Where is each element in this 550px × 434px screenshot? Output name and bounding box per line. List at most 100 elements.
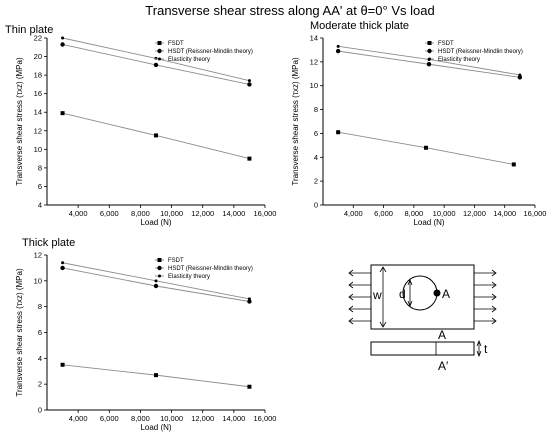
- y-tick-label: 18: [34, 71, 42, 80]
- width-dimension: [379, 266, 387, 328]
- data-point: [154, 279, 158, 283]
- y-tick-label: 10: [310, 81, 318, 90]
- data-point: [154, 373, 158, 378]
- x-tick-label: 8,000: [131, 209, 150, 218]
- data-point: [247, 297, 251, 301]
- x-tick-label: 14,000: [222, 209, 245, 218]
- chart-title: Moderate thick plate: [310, 20, 409, 32]
- y-tick-label: 4: [38, 201, 42, 210]
- chart-title: Thin plate: [5, 24, 53, 36]
- data-point: [60, 111, 65, 116]
- y-tick-label: 6: [314, 129, 318, 138]
- x-tick-label: 8,000: [131, 414, 150, 423]
- x-tick-label: 16,000: [254, 209, 277, 218]
- data-point: [518, 73, 522, 77]
- series-square: [336, 130, 516, 167]
- figure-title: Transverse shear stress along AA' at θ=0…: [145, 3, 434, 18]
- section-bottom-label: A′: [438, 359, 449, 373]
- y-tick-label: 8: [38, 163, 42, 172]
- x-tick-label: 6,000: [374, 209, 393, 218]
- x-tick-label: 4,000: [69, 209, 88, 218]
- legend-item: HSDT (Reissner-Mindlin theory): [155, 265, 253, 272]
- data-point: [247, 384, 252, 389]
- series-circle: [335, 48, 523, 80]
- plate-diagram: w d A A A′ t: [348, 264, 497, 373]
- data-point: [157, 48, 162, 54]
- width-label: w: [372, 288, 382, 302]
- legend-item: Elasticity theory: [155, 57, 210, 63]
- x-tick-label: 14,000: [493, 209, 516, 218]
- x-tick-label: 10,000: [433, 209, 456, 218]
- data-point: [427, 41, 432, 45]
- data-point: [158, 274, 161, 278]
- hole: [402, 275, 438, 311]
- legend-label: HSDT (Reissner-Mindlin theory): [438, 49, 523, 55]
- y-tick-label: 16: [34, 89, 42, 98]
- y-tick-label: 4: [38, 354, 42, 363]
- legend-item: HSDT (Reissner-Mindlin theory): [425, 48, 523, 55]
- data-point: [154, 56, 158, 60]
- y-tick-label: 22: [34, 34, 42, 43]
- x-tick-label: 10,000: [160, 414, 183, 423]
- load-arrows-right: [474, 269, 497, 325]
- y-tick-label: 2: [314, 177, 318, 186]
- y-tick-label: 20: [34, 52, 42, 61]
- x-tick-label: 6,000: [100, 209, 119, 218]
- y-tick-label: 12: [310, 57, 318, 66]
- x-tick-label: 16,000: [254, 414, 277, 423]
- data-point: [247, 156, 252, 161]
- series-circle: [60, 265, 252, 304]
- x-tick-label: 8,000: [404, 209, 423, 218]
- load-arrows-left: [348, 269, 371, 325]
- y-tick-label: 0: [314, 201, 318, 210]
- data-point: [153, 283, 159, 289]
- x-tick-label: 4,000: [344, 209, 363, 218]
- legend-label: FSDT: [438, 41, 454, 47]
- data-point: [335, 48, 341, 54]
- data-point: [247, 79, 251, 83]
- y-tick-label: 4: [314, 153, 318, 162]
- legend-item: Elasticity theory: [155, 274, 210, 280]
- data-point: [61, 36, 65, 40]
- x-tick-label: 4,000: [69, 414, 88, 423]
- diameter-label: d: [399, 287, 406, 301]
- chart-title: Thick plate: [22, 237, 75, 249]
- x-tick-label: 10,000: [160, 209, 183, 218]
- thickness-dimension: [476, 339, 482, 358]
- chart-moderate-thick-plate: Moderate thick plate 4,000 6,000 8,000 10,00…: [291, 20, 546, 227]
- y-tick-label: 10: [34, 145, 42, 154]
- y-axis-label: Transverse shear stress (τxz) (MPa): [15, 268, 24, 397]
- legend-item: HSDT (Reissner-Mindlin theory): [155, 48, 253, 55]
- data-point: [158, 57, 161, 61]
- y-tick-label: 0: [38, 406, 42, 415]
- data-point: [60, 362, 65, 367]
- y-tick-label: 6: [38, 182, 42, 191]
- x-tick-label: 16,000: [524, 209, 547, 218]
- data-point: [157, 258, 162, 262]
- legend-label: HSDT (Reissner-Mindlin theory): [168, 266, 253, 272]
- legend-item: FSDT: [155, 258, 184, 264]
- y-tick-label: 12: [34, 126, 42, 135]
- series-square: [60, 362, 252, 389]
- y-tick-label: 12: [34, 251, 42, 260]
- y-tick-label: 8: [314, 105, 318, 114]
- series-circle: [60, 42, 252, 87]
- y-tick-label: 2: [38, 380, 42, 389]
- legend-item: FSDT: [155, 41, 184, 47]
- data-point: [426, 62, 432, 67]
- legend-label: Elasticity theory: [438, 57, 480, 63]
- data-point: [423, 145, 428, 150]
- series-square: [60, 111, 252, 161]
- y-tick-label: 6: [38, 328, 42, 337]
- legend-item: FSDT: [425, 41, 454, 47]
- data-point: [336, 44, 340, 48]
- point-a-marker: [433, 289, 441, 297]
- x-tick-label: 6,000: [100, 414, 119, 423]
- y-tick-label: 14: [34, 108, 42, 117]
- y-tick-label: 14: [310, 34, 318, 43]
- data-point: [60, 42, 65, 47]
- thickness-label: t: [484, 342, 488, 356]
- data-point: [247, 82, 252, 87]
- section-top-label: A: [438, 328, 446, 342]
- x-tick-label: 14,000: [222, 414, 245, 423]
